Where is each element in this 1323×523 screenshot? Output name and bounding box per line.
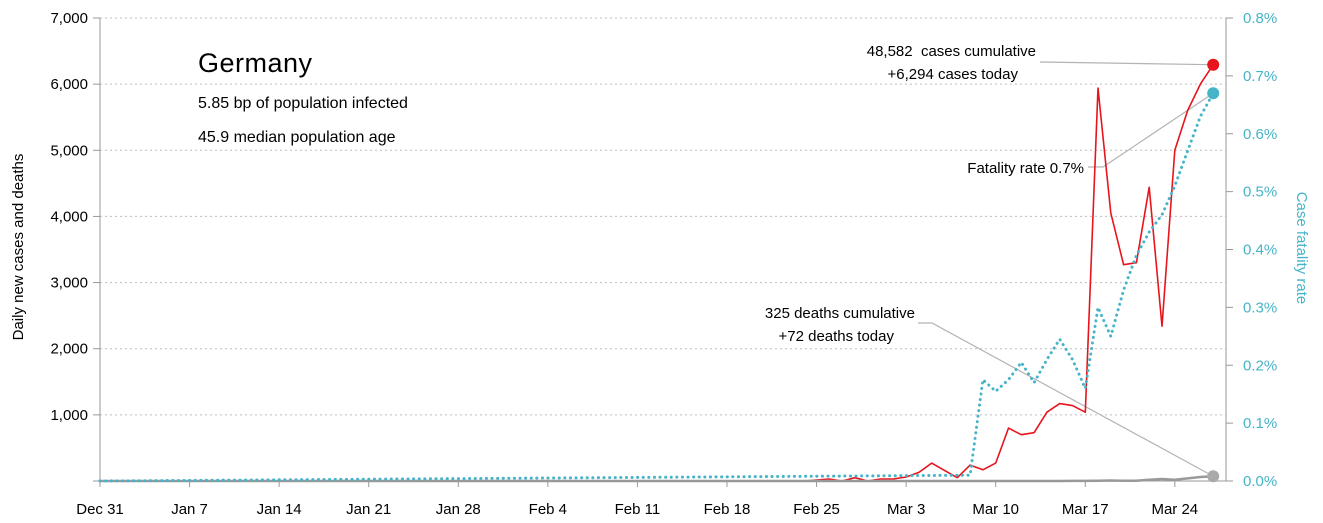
x-tick-label: Mar 17 bbox=[1062, 501, 1109, 518]
y-right-tick-label: 0.1% bbox=[1243, 415, 1277, 432]
y-left-tick-label: 4,000 bbox=[50, 208, 88, 225]
x-tick-label: Jan 7 bbox=[171, 501, 208, 518]
y-left-tick-label: 5,000 bbox=[50, 142, 88, 159]
x-tick-label: Dec 31 bbox=[76, 501, 124, 518]
axes bbox=[99, 18, 1227, 482]
annotation-deaths: 325 deaths cumulative +72 deaths today bbox=[765, 305, 915, 345]
annotation-leader-deaths bbox=[918, 322, 1214, 477]
y-right-tick-label: 0.3% bbox=[1243, 299, 1277, 316]
y-left-tick-label: 3,000 bbox=[50, 275, 88, 292]
x-tick-label: Mar 10 bbox=[972, 501, 1019, 518]
x-tick-label: Mar 24 bbox=[1151, 501, 1198, 518]
x-tick-label: Feb 25 bbox=[793, 501, 840, 518]
marker-deaths bbox=[1207, 470, 1220, 483]
series-deaths-line bbox=[100, 474, 1214, 483]
x-tick-label: Jan 21 bbox=[346, 501, 391, 518]
marker-cases bbox=[1207, 58, 1220, 71]
annotation-leaders bbox=[918, 61, 1214, 477]
info-line-infected: 5.85 bp of population infected bbox=[198, 95, 408, 112]
series-cases-line bbox=[100, 64, 1214, 482]
y-right-tick-label: 0.2% bbox=[1243, 357, 1277, 374]
y-right-tick-label: 0.5% bbox=[1243, 184, 1277, 201]
annotation-cases: 48,582 cases cumulative +6,294 cases tod… bbox=[867, 43, 1036, 83]
y-left-tick-label: 2,000 bbox=[50, 341, 88, 358]
series-layer bbox=[98, 64, 1215, 483]
annotation-fatality: Fatality rate 0.7% bbox=[967, 160, 1084, 177]
info-line-median-age: 45.9 median population age bbox=[198, 129, 396, 146]
y-axis-left-title: Daily new cases and deaths bbox=[10, 154, 27, 341]
y-left-tick-label: 7,000 bbox=[50, 10, 88, 27]
y-axis-right-ticks: 0.0% 0.1% 0.2% 0.3% 0.4% 0.5% 0.6% 0.7% 0.8% bbox=[1226, 10, 1277, 490]
y-right-tick-label: 0.6% bbox=[1243, 126, 1277, 143]
annotation-leader-fatality bbox=[1088, 92, 1214, 168]
annotation-cases-line2: +6,294 cases today bbox=[887, 66, 1018, 83]
annotation-fatality-line1: Fatality rate 0.7% bbox=[967, 160, 1084, 177]
annotation-deaths-line1: 325 deaths cumulative bbox=[765, 305, 915, 322]
y-axis-right-title: Case fatality rate bbox=[1293, 192, 1310, 305]
x-tick-label: Feb 18 bbox=[704, 501, 751, 518]
x-axis-ticks: Dec 31 Jan 7 Jan 14 Jan 21 Jan 28 Feb 4 Feb 11… bbox=[76, 481, 1198, 518]
x-tick-label: Jan 28 bbox=[436, 501, 481, 518]
x-tick-label: Feb 11 bbox=[615, 501, 661, 518]
annotation-deaths-line2: +72 deaths today bbox=[778, 328, 894, 345]
annotation-cases-line1: 48,582 cases cumulative bbox=[867, 43, 1036, 60]
y-axis-left-ticks: 1,000 2,000 3,000 4,000 5,000 6,000 7,000 bbox=[50, 10, 100, 482]
x-tick-label: Feb 4 bbox=[529, 501, 567, 518]
y-right-tick-label: 0.4% bbox=[1243, 242, 1277, 259]
marker-fatality bbox=[1207, 87, 1220, 100]
series-fatality_rate-line bbox=[98, 91, 1215, 483]
y-right-tick-label: 0.7% bbox=[1243, 68, 1277, 85]
x-tick-label: Jan 14 bbox=[257, 501, 302, 518]
x-tick-label: Mar 3 bbox=[887, 501, 925, 518]
annotation-leader-cases bbox=[1039, 61, 1214, 66]
y-right-tick-label: 0.0% bbox=[1243, 473, 1277, 490]
y-left-tick-label: 1,000 bbox=[50, 407, 88, 424]
y-right-tick-label: 0.8% bbox=[1243, 10, 1277, 27]
y-left-tick-label: 6,000 bbox=[50, 76, 88, 93]
endpoint-markers bbox=[1207, 58, 1220, 483]
country-title: Germany bbox=[198, 48, 313, 78]
